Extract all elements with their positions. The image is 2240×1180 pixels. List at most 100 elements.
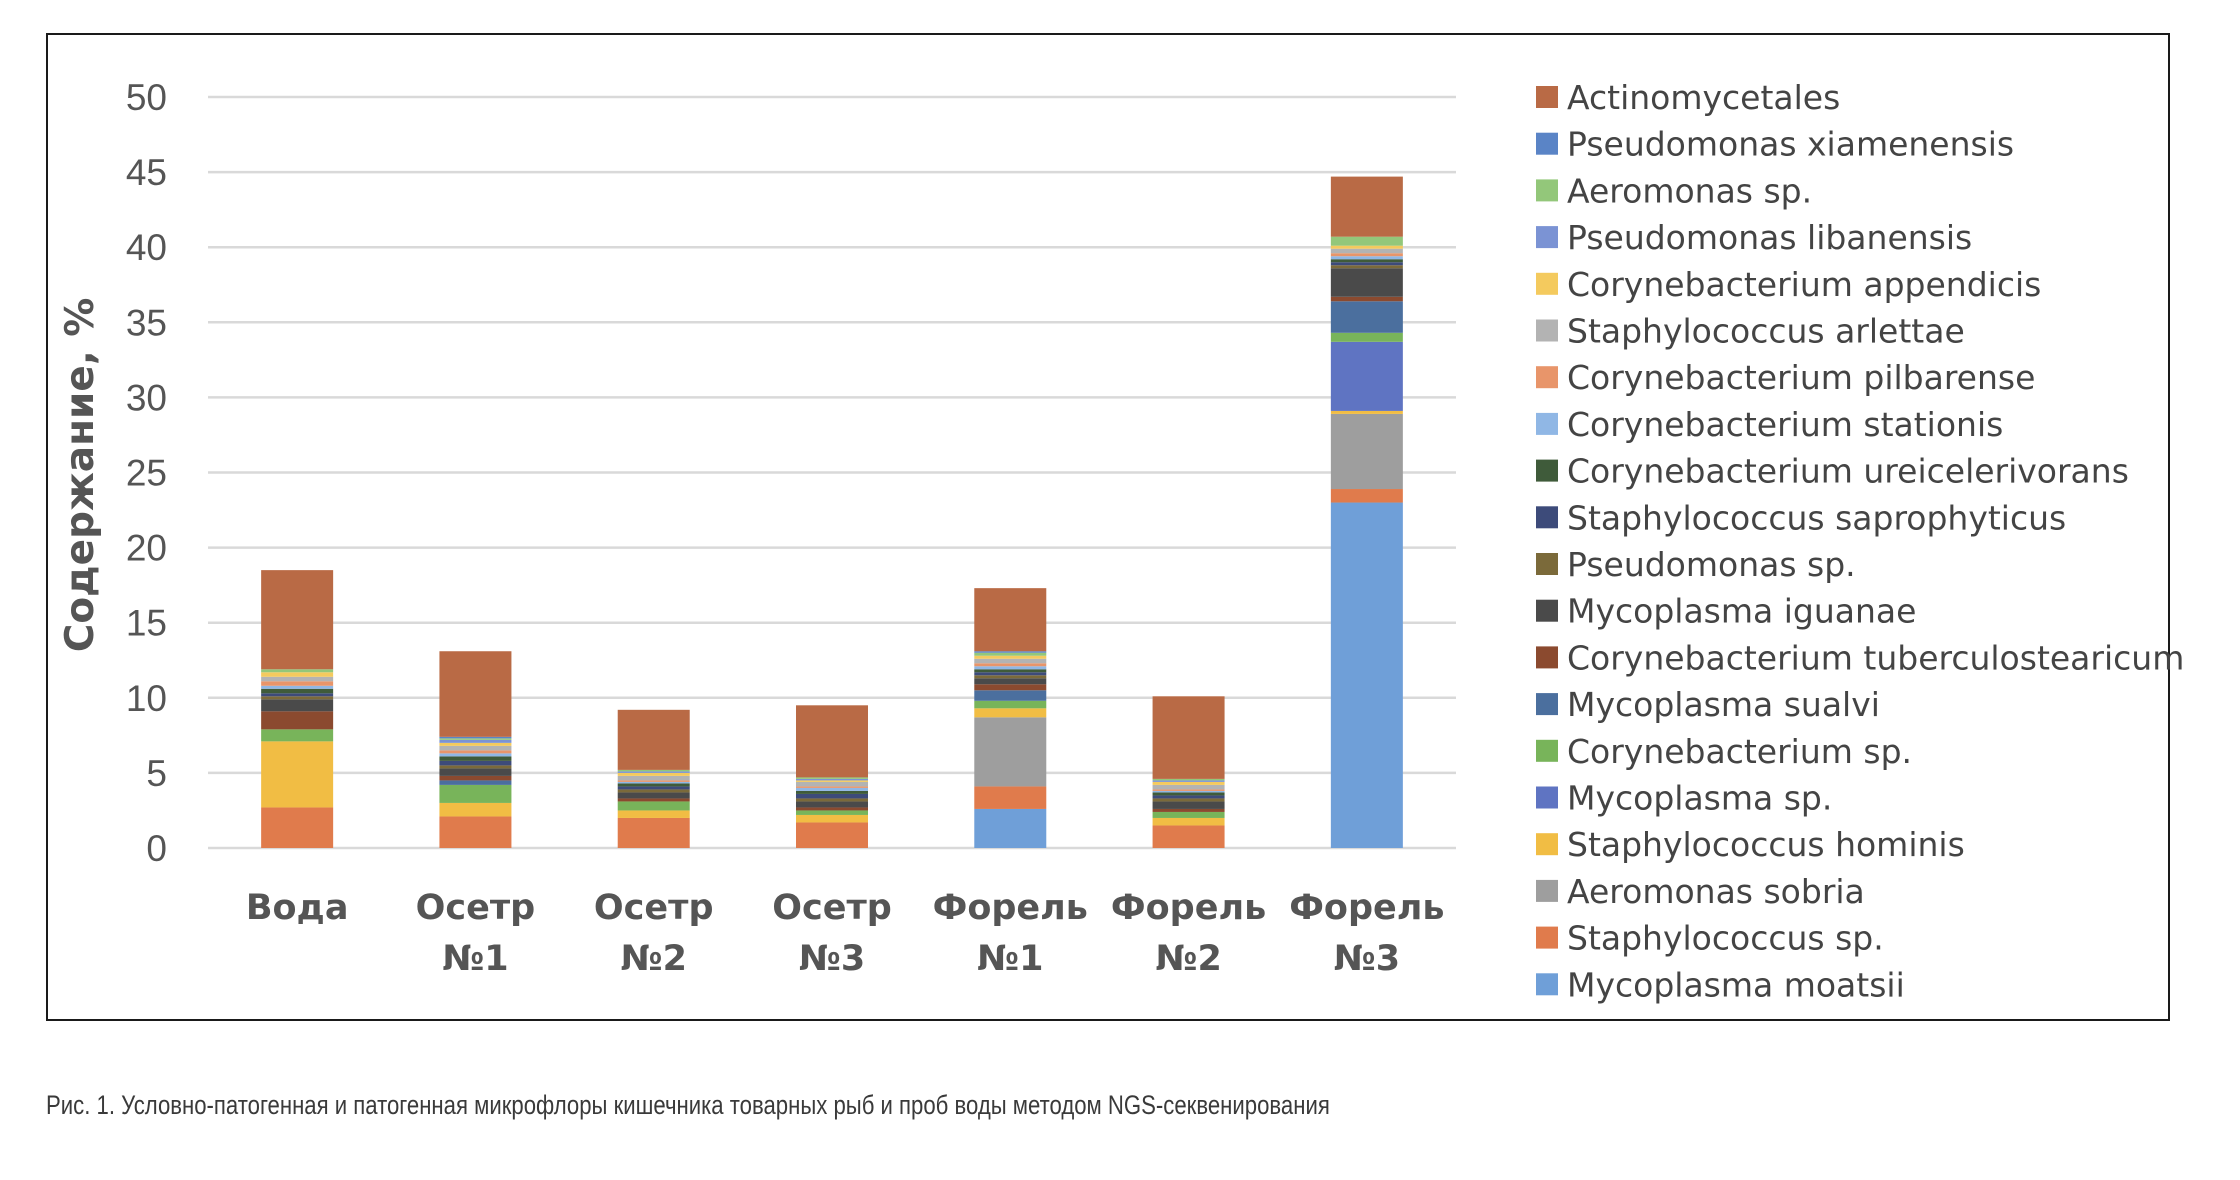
y-tick-label: 15 [126,603,167,644]
legend-item: Corynebacterium tuberculostearicum [1536,638,2184,677]
bar-segment [796,801,868,808]
legend-swatch [1536,459,1558,482]
legend-item: Mycoplasma sp. [1536,779,1832,818]
bar-segment [617,792,690,799]
legend-label: Corynebacterium pilbarense [1567,358,2035,397]
legend-item: Pseudomonas libanensis [1536,218,1972,257]
bar-segment [1330,259,1403,263]
bar-segment [261,672,334,677]
y-tick-label: 25 [126,453,167,494]
bar-segment [796,781,868,787]
stacked-bar-chart: 0 5 10 15 20 25 30 35 40 45 50 Содержание, % Вода О… [58,77,2184,1004]
bar-segment [261,676,334,682]
bar-segment [796,787,868,791]
legend-swatch [1536,646,1558,669]
bar-segment [1152,801,1225,809]
x-category-label: №2 [620,939,686,979]
bar-segment [1330,262,1403,266]
bar-segment [261,696,334,700]
legend-label: Corynebacterium sp. [1567,732,1912,771]
legend-swatch [1536,86,1558,108]
bar-segment [439,775,512,781]
bar-segment [617,783,690,787]
legend-label: Corynebacterium tuberculostearicum [1567,638,2184,677]
legend-item: Mycoplasma iguanae [1536,592,1916,631]
bar-segment [1152,811,1225,818]
bar-segment [974,652,1047,656]
legend-swatch [1536,599,1558,622]
bar-segment [796,790,868,794]
x-category-label: Вода [246,888,349,928]
legend-swatch [1536,553,1558,575]
bar-segment [1330,502,1403,848]
bar-segment [1330,410,1403,414]
legend-label: Corynebacterium ureicelerivorans [1567,452,2129,491]
bar-segment [796,778,868,781]
bar-segment [439,750,512,754]
x-category-label: №2 [1155,939,1221,979]
x-category-label: Форель [1289,888,1444,928]
bar-segment [1330,268,1403,297]
legend-swatch [1536,973,1558,996]
bar-segment [261,711,334,730]
bar-segment [974,672,1047,676]
bar-segment [974,658,1047,664]
bar-segment [439,784,512,803]
bar-segment [796,705,868,778]
bar-segment [796,814,868,823]
bar-segment [796,780,868,782]
y-tick-label: 45 [126,152,167,193]
bar-segment [439,756,512,761]
bar-segment [1152,789,1225,791]
bar-segment [439,765,512,769]
legend-label: Pseudomonas libanensis [1567,218,1972,257]
bar-segment [439,780,512,785]
bar-segment [439,745,512,751]
legend-item: Pseudomonas xiamenensis [1536,125,2014,164]
legend: Actinomycetales Pseudomonas xiamenensis Ae… [1536,78,2184,1004]
bar-segment [974,663,1047,667]
bar-segment [617,781,690,784]
legend-item: Aeromonas sobria [1536,872,1865,911]
x-category-label: №1 [442,939,508,979]
legend-item: Mycoplasma moatsii [1536,965,1905,1004]
bar-segment [261,741,334,808]
y-tick-label: 50 [126,77,167,118]
bar-segment [974,678,1047,685]
legend-item: Aeromonas sp. [1536,171,1812,210]
x-category-label: Форель [1111,888,1266,928]
bar-segment [261,685,334,689]
bar-segment [1330,341,1403,411]
legend-swatch [1536,693,1558,716]
legend-label: Mycoplasma moatsii [1567,965,1905,1004]
legend-label: Mycoplasma sualvi [1567,685,1880,724]
legend-swatch [1536,506,1558,529]
legend-label: Mycoplasma sp. [1567,779,1832,818]
bar-segment [1152,825,1225,848]
bar-segment [617,772,690,776]
bar-segment [974,717,1047,787]
bar-segment [261,729,334,742]
legend-item: Staphylococcus arlettae [1536,312,1965,351]
legend-item: Corynebacterium stationis [1536,405,2003,444]
legend-swatch [1536,739,1558,762]
legend-swatch [1536,272,1558,295]
bar-segment [261,693,334,697]
bar-segment [617,709,690,770]
bar-segment [261,699,334,712]
bar-segment [261,688,334,694]
legend-label: Pseudomonas xiamenensis [1567,125,2014,164]
bar-segment [261,570,334,670]
bar-segment [974,666,1047,670]
y-tick-label: 40 [126,227,167,268]
bar-segment [1330,301,1403,333]
legend-label: Aeromonas sobria [1567,872,1865,911]
bar-segment [974,690,1047,701]
y-axis-label: Содержание, % [58,298,103,653]
y-tick-label: 10 [126,678,167,719]
bar-segment [617,810,690,818]
legend-swatch [1536,319,1558,342]
bar-segment [261,681,334,686]
legend-label: Staphylococcus saprophyticus [1567,498,2066,537]
bar-segment [974,808,1047,848]
